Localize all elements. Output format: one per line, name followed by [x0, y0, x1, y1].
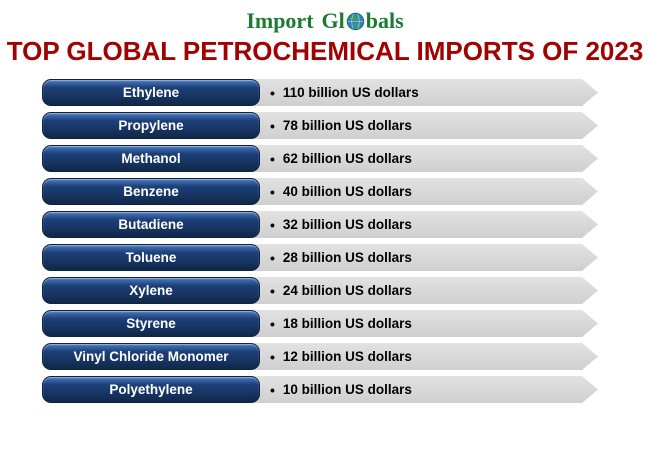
- value-label: 110 billion US dollars: [282, 85, 419, 100]
- logo-text-import: Import: [246, 8, 314, 33]
- value-label: 12 billion US dollars: [282, 349, 412, 364]
- value-label: 78 billion US dollars: [282, 118, 412, 133]
- table-row: Ethylene • 110 billion US dollars: [42, 79, 598, 106]
- logo-text-globals-left: Gl: [321, 8, 345, 33]
- value-label: 24 billion US dollars: [282, 283, 412, 298]
- value-arrow: • 62 billion US dollars: [246, 145, 598, 172]
- value-label: 28 billion US dollars: [282, 250, 412, 265]
- value-arrow: • 10 billion US dollars: [246, 376, 598, 403]
- category-label: Methanol: [121, 151, 181, 166]
- category-label: Toluene: [125, 250, 177, 265]
- category-pill: Butadiene: [42, 211, 260, 238]
- bullet: •: [270, 249, 275, 266]
- value-arrow: • 18 billion US dollars: [246, 310, 598, 337]
- category-pill: Xylene: [42, 277, 260, 304]
- bullet: •: [270, 282, 275, 299]
- category-pill: Ethylene: [42, 79, 260, 106]
- category-pill: Toluene: [42, 244, 260, 271]
- category-label: Xylene: [129, 283, 173, 298]
- table-row: Vinyl Chloride Monomer • 12 billion US d…: [42, 343, 598, 370]
- category-label: Butadiene: [118, 217, 184, 232]
- bullet: •: [270, 117, 275, 134]
- bullet: •: [270, 348, 275, 365]
- value-label: 62 billion US dollars: [282, 151, 412, 166]
- category-label: Benzene: [123, 184, 179, 199]
- bullet: •: [270, 84, 275, 101]
- category-label: Polyethylene: [109, 382, 193, 397]
- table-row: Benzene • 40 billion US dollars: [42, 178, 598, 205]
- bullet: •: [270, 315, 275, 332]
- value-arrow: • 40 billion US dollars: [246, 178, 598, 205]
- value-label: 18 billion US dollars: [282, 316, 412, 331]
- bullet: •: [270, 381, 275, 398]
- page-title: TOP GLOBAL PETROCHEMICAL IMPORTS OF 2023: [6, 36, 644, 66]
- value-arrow: • 110 billion US dollars: [246, 79, 598, 106]
- category-label: Propylene: [118, 118, 184, 133]
- data-rows: Ethylene • 110 billion US dollars Propyl…: [0, 79, 650, 403]
- value-arrow: • 24 billion US dollars: [246, 277, 598, 304]
- category-pill: Methanol: [42, 145, 260, 172]
- value-arrow: • 32 billion US dollars: [246, 211, 598, 238]
- logo: Import Gl bals: [0, 0, 650, 34]
- bullet: •: [270, 183, 275, 200]
- value-label: 10 billion US dollars: [282, 382, 412, 397]
- table-row: Xylene • 24 billion US dollars: [42, 277, 598, 304]
- category-label: Ethylene: [122, 85, 180, 100]
- value-arrow: • 12 billion US dollars: [246, 343, 598, 370]
- table-row: Methanol • 62 billion US dollars: [42, 145, 598, 172]
- table-row: Propylene • 78 billion US dollars: [42, 112, 598, 139]
- value-arrow: • 78 billion US dollars: [246, 112, 598, 139]
- category-pill: Benzene: [42, 178, 260, 205]
- bullet: •: [270, 150, 275, 167]
- category-pill: Styrene: [42, 310, 260, 337]
- value-label: 32 billion US dollars: [282, 217, 412, 232]
- table-row: Toluene • 28 billion US dollars: [42, 244, 598, 271]
- logo-text-globals-right: bals: [365, 8, 404, 33]
- table-row: Styrene • 18 billion US dollars: [42, 310, 598, 337]
- table-row: Polyethylene • 10 billion US dollars: [42, 376, 598, 403]
- category-pill: Vinyl Chloride Monomer: [42, 343, 260, 370]
- bullet: •: [270, 216, 275, 233]
- value-label: 40 billion US dollars: [282, 184, 412, 199]
- category-label: Styrene: [126, 316, 176, 331]
- category-label: Vinyl Chloride Monomer: [73, 349, 229, 364]
- globe-icon: [346, 12, 365, 31]
- category-pill: Propylene: [42, 112, 260, 139]
- table-row: Butadiene • 32 billion US dollars: [42, 211, 598, 238]
- category-pill: Polyethylene: [42, 376, 260, 403]
- value-arrow: • 28 billion US dollars: [246, 244, 598, 271]
